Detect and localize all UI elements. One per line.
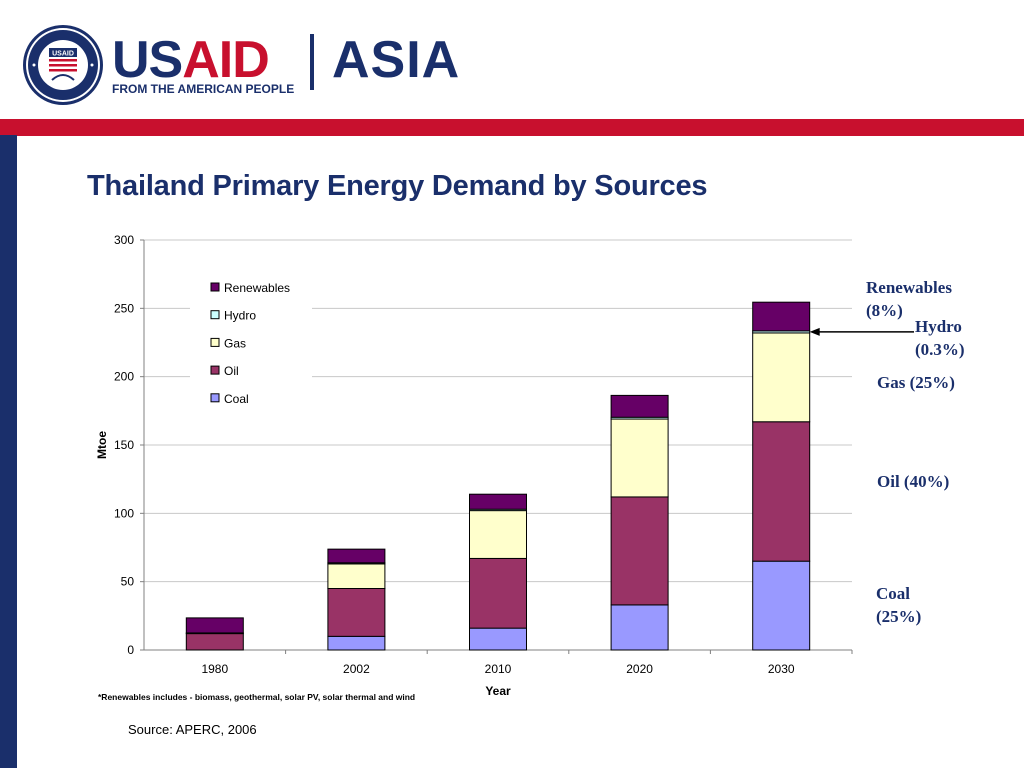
bar-segment-renewables — [752, 301, 811, 332]
bar-segment-gas — [610, 418, 669, 498]
seal-label: USAID — [52, 51, 74, 58]
annotation-renewables-line2: (8%) — [866, 301, 903, 320]
hydro-arrow-head — [809, 327, 820, 336]
annotation-coal-line1: Coal — [876, 584, 910, 603]
bar-segment-coal — [469, 627, 527, 651]
bar-segment-coal — [610, 604, 669, 651]
brand-us: US — [112, 31, 183, 89]
bar-segment-renewables — [469, 493, 527, 510]
y-tick-label: 100 — [114, 506, 134, 520]
y-tick-label: 0 — [127, 643, 134, 657]
bar-segment-coal — [752, 560, 811, 651]
bar-segment-oil — [610, 496, 669, 606]
annotation-renewables-line1: Renewables — [866, 278, 952, 297]
legend-label-hydro: Hydro — [224, 309, 256, 323]
y-tick-label: 50 — [121, 575, 135, 589]
bar-segment-gas — [327, 563, 386, 590]
bar-segment-renewables — [327, 548, 386, 564]
x-tick-label: 2010 — [485, 662, 512, 676]
brand-divider — [310, 34, 314, 90]
chart-footnote: *Renewables includes - biomass, geotherm… — [98, 692, 416, 702]
x-tick-label: 2020 — [626, 662, 653, 676]
y-tick-label: 150 — [114, 438, 134, 452]
bar-segment-oil — [752, 421, 811, 562]
brand-tagline: FROM THE AMERICAN PEOPLE — [112, 82, 295, 96]
source-note: Source: APERC, 2006 — [128, 722, 257, 737]
usaid-seal-logo: USAID — [23, 25, 103, 105]
annotation-hydro-line2: (0.3%) — [915, 340, 965, 359]
legend-swatch-gas — [210, 337, 220, 347]
header-red-stripe — [0, 119, 1024, 136]
annotation-coal: Coal (25%) — [876, 582, 921, 628]
left-navy-stripe — [0, 135, 17, 768]
annotation-coal-line2: (25%) — [876, 607, 922, 626]
bar-segment-gas — [752, 332, 811, 423]
legend-swatch-coal — [210, 393, 220, 403]
y-tick-label: 200 — [114, 370, 134, 384]
legend-swatch-oil — [210, 365, 220, 375]
legend-box — [190, 272, 312, 412]
slide-title: Thailand Primary Energy Demand by Source… — [87, 170, 708, 202]
annotation-hydro-line1: Hydro — [915, 317, 962, 336]
legend-swatch-renewables — [210, 282, 220, 292]
legend-swatch-hydro — [210, 310, 220, 320]
bar-segment-gas — [469, 510, 527, 559]
bar-segment-oil — [327, 588, 386, 637]
x-axis-title: Year — [485, 684, 511, 698]
bar-segment-coal — [327, 635, 386, 651]
annotation-renewables: Renewables (8%) — [866, 276, 952, 322]
y-tick-label: 300 — [114, 233, 134, 247]
x-tick-label: 1980 — [201, 662, 228, 676]
bar-segment-oil — [469, 557, 527, 629]
x-tick-label: 2030 — [768, 662, 795, 676]
usaid-wordmark: USAID — [112, 31, 270, 89]
legend-label-gas: Gas — [224, 336, 246, 350]
x-tick-label: 2002 — [343, 662, 370, 676]
legend-label-oil: Oil — [224, 364, 239, 378]
bar-segment-oil — [185, 633, 244, 651]
annotation-oil: Oil (40%) — [877, 472, 950, 491]
bar-segment-renewables — [185, 617, 244, 634]
legend-label-coal: Coal — [224, 392, 249, 406]
y-axis-title: Mtoe — [95, 431, 109, 459]
annotation-gas: Gas (25%) — [877, 373, 955, 392]
brand-aid: AID — [182, 31, 270, 89]
legend-label-renewables: Renewables — [224, 281, 290, 295]
annotation-hydro: Hydro (0.3%) — [915, 315, 965, 361]
y-tick-label: 250 — [114, 301, 134, 315]
bar-segment-renewables — [610, 394, 669, 418]
brand-region: ASIA — [332, 31, 461, 89]
